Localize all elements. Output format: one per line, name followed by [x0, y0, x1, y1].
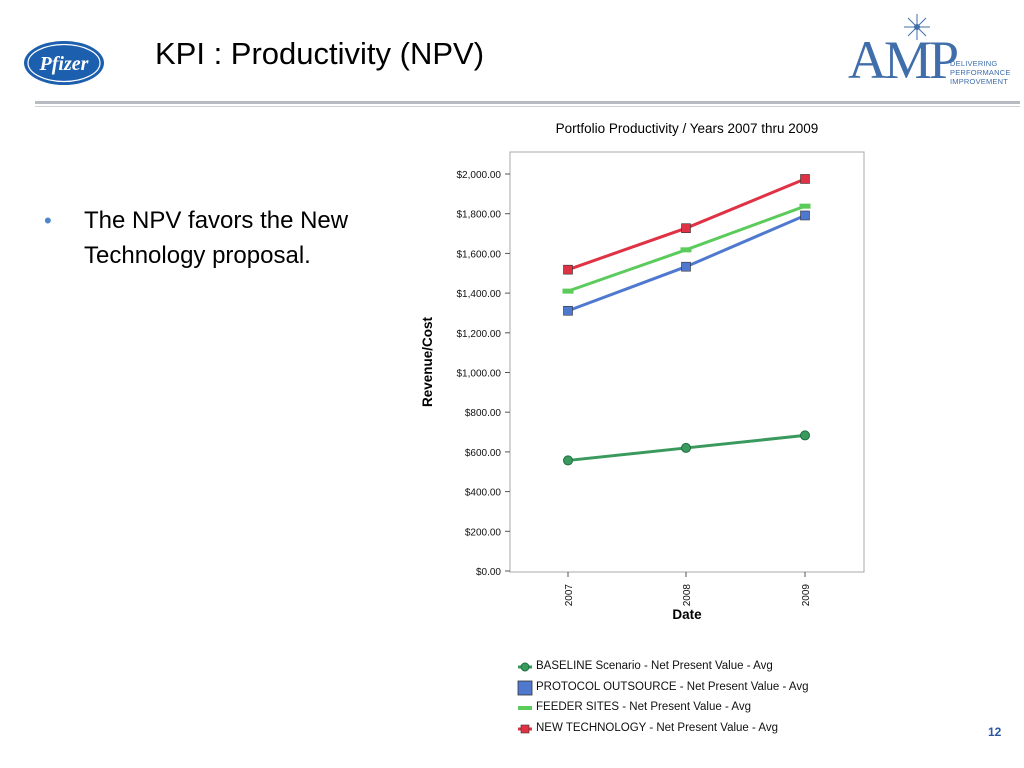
- amp-tagline-line: IMPROVEMENT: [950, 77, 1009, 86]
- data-point: [800, 210, 810, 221]
- x-axis-label: Date: [672, 607, 702, 622]
- line-chart: Portfolio Productivity / Years 2007 thru…: [420, 121, 865, 622]
- legend-swatch: [518, 724, 532, 733]
- amp-tagline-line: DELIVERING: [950, 59, 998, 68]
- amp-tagline-line: PERFORMANCE: [950, 68, 1011, 77]
- legend-item: FEEDER SITES - Net Present Value - Avg: [517, 697, 808, 718]
- data-point: [680, 247, 692, 253]
- data-point: [563, 264, 573, 275]
- header-divider: [35, 101, 1020, 104]
- x-tick-label: 2007: [564, 584, 575, 607]
- header-divider-thin: [35, 106, 1020, 107]
- data-point: [563, 455, 573, 466]
- y-tick-label: $600.00: [465, 448, 502, 459]
- legend-label: PROTOCOL OUTSOURCE - Net Present Value -…: [536, 680, 809, 693]
- legend-item: PROTOCOL OUTSOURCE - Net Present Value -…: [517, 677, 808, 698]
- data-point: [681, 223, 691, 233]
- series-0: [563, 430, 810, 466]
- legend-swatch: [517, 680, 533, 695]
- legend-label: NEW TECHNOLOGY - Net Present Value - Avg: [536, 721, 779, 734]
- y-tick-label: $0.00: [476, 567, 501, 578]
- y-tick-label: $2,000.00: [457, 170, 502, 181]
- amp-logo: AMP DELIVERING PERFORMANCE IMPROVEMENT: [842, 12, 1012, 96]
- y-tick-label: $1,000.00: [457, 369, 502, 380]
- data-point: [562, 288, 574, 294]
- legend-item: NEW TECHNOLOGY - Net Present Value - Avg: [517, 718, 808, 739]
- chart-title: Portfolio Productivity / Years 2007 thru…: [556, 121, 819, 136]
- y-axis: $0.00 $200.00 $400.00 $600.00 $800.00 $1,000.…: [457, 170, 510, 578]
- series-layer: [562, 174, 811, 466]
- page-title: KPI : Productivity (NPV): [155, 36, 485, 71]
- x-axis: 2007 2008 2009: [564, 572, 812, 606]
- legend-item: BASELINE Scenario - Net Present Value - …: [517, 656, 808, 677]
- y-axis-label: Revenue/Cost: [420, 316, 435, 407]
- pfizer-logo: Pfizer: [22, 38, 106, 88]
- legend-label: BASELINE Scenario - Net Present Value - …: [536, 660, 773, 672]
- x-tick-label: 2009: [801, 584, 812, 607]
- y-tick-label: $1,400.00: [457, 289, 502, 300]
- chart-legend: BASELINE Scenario - Net Present Value - …: [517, 656, 808, 738]
- bullet-text: The NPV favors the New Technology propos…: [84, 207, 349, 269]
- y-tick-label: $1,600.00: [457, 249, 502, 260]
- amp-logo-tagline: DELIVERING PERFORMANCE IMPROVEMENT: [950, 59, 1011, 86]
- pfizer-logo-text: Pfizer: [39, 53, 89, 75]
- plot-area: [509, 151, 865, 573]
- series-3: [563, 174, 810, 275]
- page-number: 12: [988, 725, 1002, 739]
- data-point: [681, 442, 691, 453]
- legend-swatch: [518, 706, 532, 710]
- y-tick-label: $1,800.00: [457, 210, 502, 221]
- data-point: [799, 203, 811, 209]
- data-point: [800, 174, 810, 184]
- y-tick-label: $400.00: [465, 488, 502, 499]
- data-point: [563, 305, 573, 316]
- x-tick-label: 2008: [682, 584, 693, 607]
- amp-logo-letters: AMP: [848, 30, 959, 90]
- y-tick-label: $200.00: [465, 527, 502, 538]
- data-point: [681, 261, 691, 272]
- pfizer-logo-graphic: Pfizer: [24, 41, 104, 85]
- series-2: [562, 203, 811, 294]
- y-tick-label: $1,200.00: [457, 329, 502, 340]
- legend-label: FEEDER SITES - Net Present Value - Avg: [536, 701, 751, 713]
- y-tick-label: $800.00: [465, 408, 502, 419]
- data-point: [800, 430, 810, 441]
- bullet-marker: •: [44, 208, 52, 233]
- series-1: [563, 210, 810, 316]
- legend-swatch: [518, 662, 532, 672]
- sparkle-icon: [904, 14, 930, 40]
